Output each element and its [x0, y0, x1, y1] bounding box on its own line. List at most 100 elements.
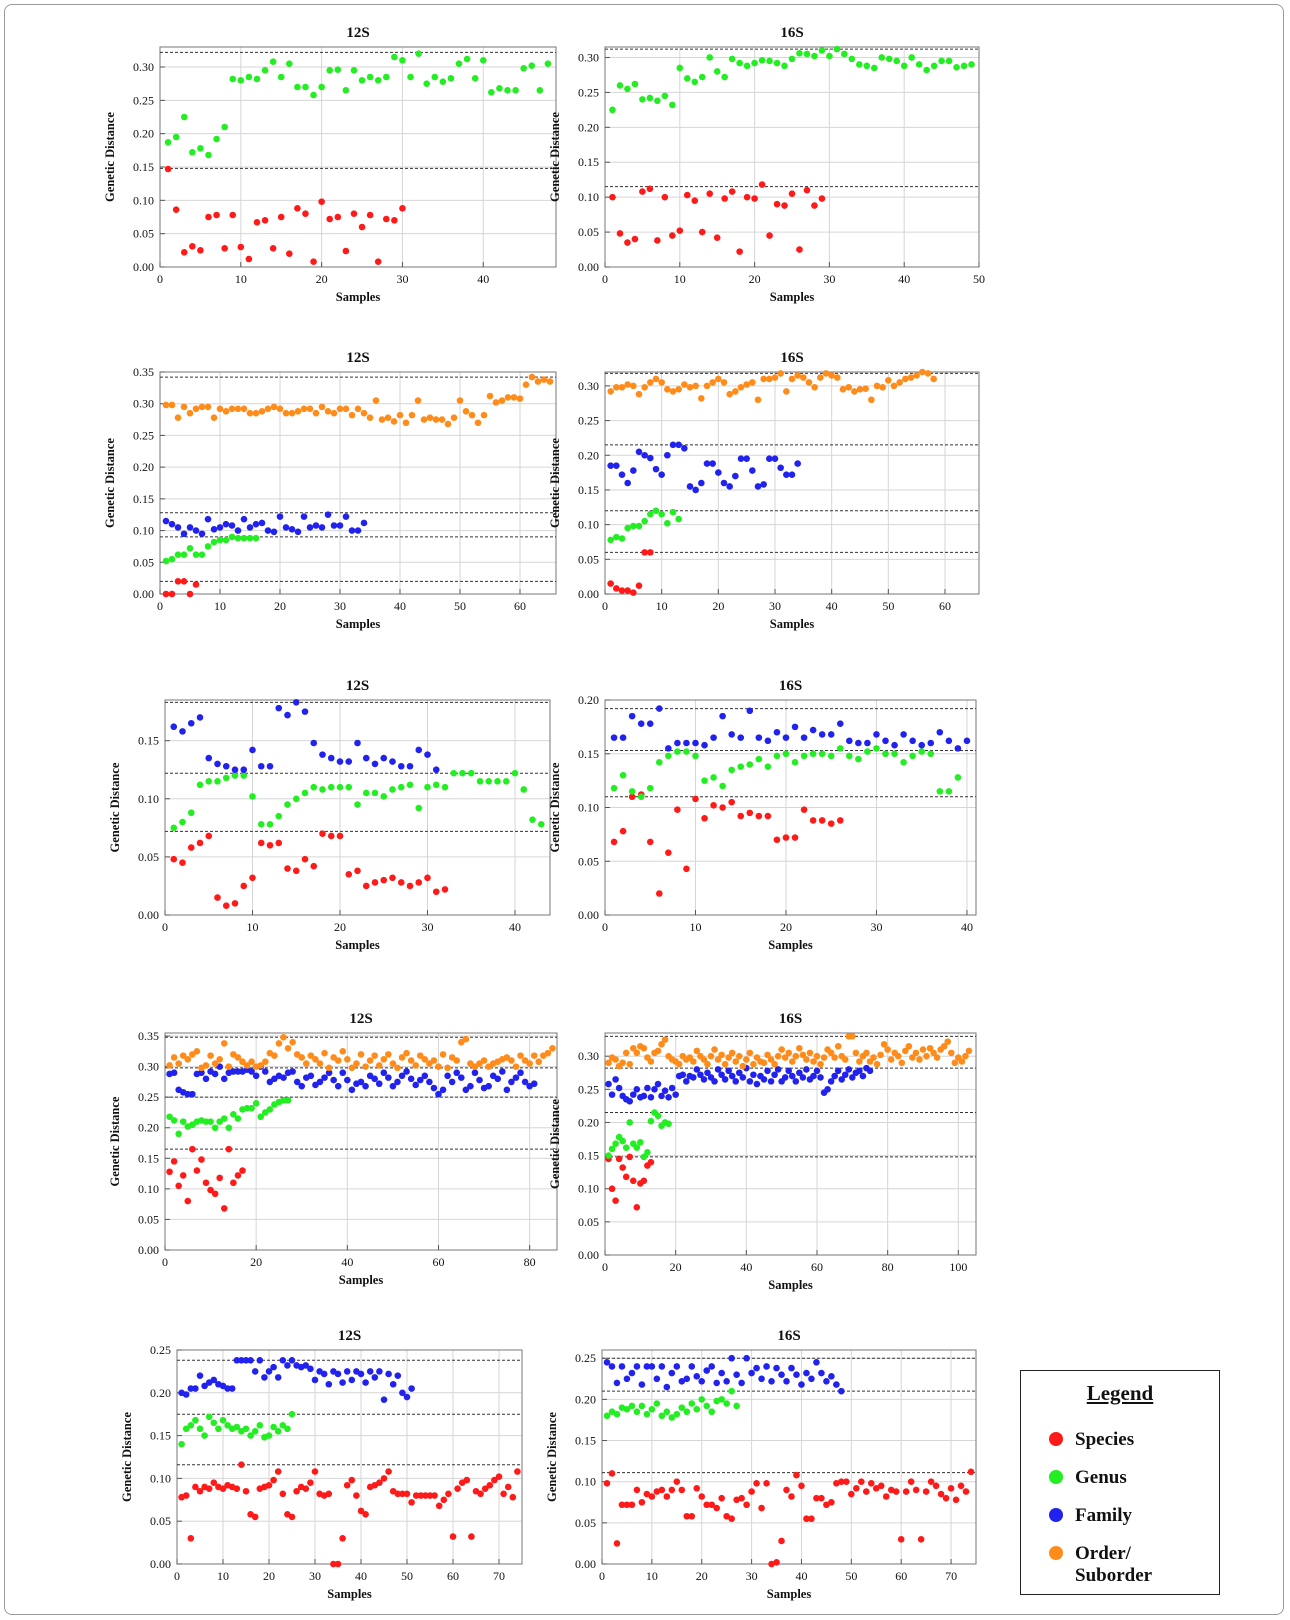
family-point	[249, 746, 256, 754]
species-point	[737, 812, 745, 820]
species-point	[902, 1488, 910, 1495]
species-point	[265, 1481, 273, 1489]
family-point	[698, 479, 705, 487]
order-point	[873, 382, 881, 390]
y-tick-label: 0.15	[133, 160, 154, 174]
family-point	[692, 739, 699, 747]
y-axis-label: Genetic Distance	[545, 1412, 559, 1502]
genus-point	[663, 1408, 671, 1416]
scatter-chart-1: 0 10 20 30 40 0.00 0.05 0.10 0.15 0.20 0.25 0.30 12S…	[103, 25, 557, 304]
order-point	[275, 1040, 283, 1047]
species-point	[198, 1156, 205, 1163]
family-point	[371, 760, 379, 768]
order-point	[851, 388, 858, 395]
family-point	[186, 524, 194, 531]
order-point	[334, 1057, 342, 1064]
order-point	[228, 405, 236, 413]
family-point	[339, 1379, 346, 1386]
family-point	[462, 1086, 470, 1094]
x-tick-label: 10	[689, 920, 701, 934]
genus-point	[257, 821, 265, 828]
scatter-chart-3: 0 10 20 30 40 50 60 0.00 0.05 0.10 0.15 0.20 0.25 0.3…	[103, 350, 557, 631]
species-point	[622, 1173, 630, 1181]
family-point	[760, 1076, 768, 1083]
order-point	[890, 382, 898, 390]
order-point	[354, 405, 362, 413]
x-tick-label: 20	[250, 1255, 262, 1269]
species-point	[319, 830, 326, 837]
species-point	[746, 809, 754, 817]
x-tick-label: 60	[432, 1255, 444, 1269]
family-point	[603, 1359, 611, 1366]
species-point	[449, 1533, 457, 1540]
genus-point	[669, 101, 676, 109]
family-point	[389, 758, 396, 765]
genus-point	[544, 60, 552, 67]
family-point	[293, 1078, 301, 1086]
legend-item-family: Family	[1049, 1505, 1132, 1527]
genus-point	[683, 748, 690, 755]
genus-point	[665, 1120, 672, 1128]
genus-point	[691, 78, 699, 86]
family-point	[521, 1078, 529, 1086]
genus-point	[648, 1405, 656, 1413]
family-point	[692, 486, 699, 494]
species-point	[261, 217, 269, 224]
x-tick-label: 40	[740, 1260, 752, 1274]
genus-point	[431, 73, 439, 81]
family-point	[327, 754, 335, 762]
family-point	[838, 1387, 845, 1395]
order-point	[828, 372, 835, 379]
order-point	[767, 1056, 775, 1063]
family-point	[647, 1093, 655, 1101]
family-point	[834, 1067, 842, 1075]
genus-point	[800, 752, 808, 760]
family-point	[354, 527, 362, 534]
genus-point	[646, 94, 654, 102]
x-tick-label: 60	[811, 1260, 823, 1274]
order-point	[654, 1047, 662, 1055]
y-tick-label: 0.35	[133, 365, 154, 379]
family-point	[222, 520, 230, 528]
species-point	[683, 865, 690, 873]
family-point	[754, 483, 762, 490]
order-point	[339, 1048, 347, 1055]
order-point	[170, 1054, 178, 1061]
chart-title: 12S	[346, 678, 369, 694]
species-point	[374, 258, 382, 265]
family-point	[782, 734, 790, 741]
order-point	[336, 405, 344, 413]
species-point	[237, 243, 245, 251]
genus-point	[292, 795, 300, 803]
order-point	[612, 1056, 619, 1063]
order-point	[216, 1055, 223, 1063]
genus-point	[266, 1106, 274, 1113]
genus-point	[637, 1139, 644, 1146]
x-tick-label: 10	[214, 599, 226, 613]
genus-point	[827, 752, 835, 760]
order-point	[234, 405, 242, 413]
family-point	[189, 1090, 196, 1098]
species-point	[827, 820, 835, 827]
species-point	[432, 888, 440, 896]
x-tick-label: 10	[247, 920, 259, 934]
genus-point	[669, 508, 677, 516]
order-point	[698, 395, 705, 402]
order-point	[456, 397, 464, 404]
species-point	[793, 1471, 800, 1479]
family-point	[252, 520, 260, 528]
species-point	[766, 232, 773, 239]
y-axis-label: Genetic Distance	[548, 438, 562, 528]
species-point	[791, 834, 799, 841]
family-point	[633, 1086, 641, 1093]
family-point	[749, 467, 756, 474]
species-point	[431, 1492, 438, 1499]
y-tick-label: 0.30	[578, 1049, 599, 1063]
order-point	[718, 1051, 725, 1059]
order-point	[385, 1051, 392, 1058]
family-point	[721, 1076, 729, 1083]
order-point	[210, 414, 218, 421]
family-point	[810, 1072, 817, 1080]
series-genus	[610, 745, 962, 801]
family-point	[316, 1078, 324, 1086]
